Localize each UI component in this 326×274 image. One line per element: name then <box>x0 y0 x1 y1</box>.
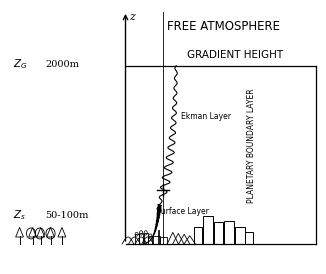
Bar <box>203 216 213 244</box>
Bar <box>153 236 160 244</box>
Text: $Z_s$: $Z_s$ <box>13 208 26 222</box>
Bar <box>144 233 148 244</box>
Bar <box>135 234 139 244</box>
Text: z: z <box>129 12 135 22</box>
Bar <box>245 232 253 244</box>
Text: GRADIENT HEIGHT: GRADIENT HEIGHT <box>187 50 283 60</box>
Bar <box>224 221 234 244</box>
Text: 50-100m: 50-100m <box>46 211 89 219</box>
Bar <box>214 222 223 244</box>
Text: PLANETARY BOUNDARY LAYER: PLANETARY BOUNDARY LAYER <box>246 88 256 202</box>
Bar <box>194 227 202 244</box>
Text: 2000m: 2000m <box>46 60 80 69</box>
Bar <box>158 230 159 244</box>
Bar <box>235 227 244 244</box>
Bar <box>139 233 143 244</box>
Bar <box>160 237 167 244</box>
Bar <box>148 236 152 244</box>
Text: Surface Layer: Surface Layer <box>156 207 209 216</box>
Text: $Z_G$: $Z_G$ <box>13 58 28 71</box>
Text: Ekman Layer: Ekman Layer <box>181 112 231 121</box>
Text: FREE ATMOSPHERE: FREE ATMOSPHERE <box>167 19 280 33</box>
